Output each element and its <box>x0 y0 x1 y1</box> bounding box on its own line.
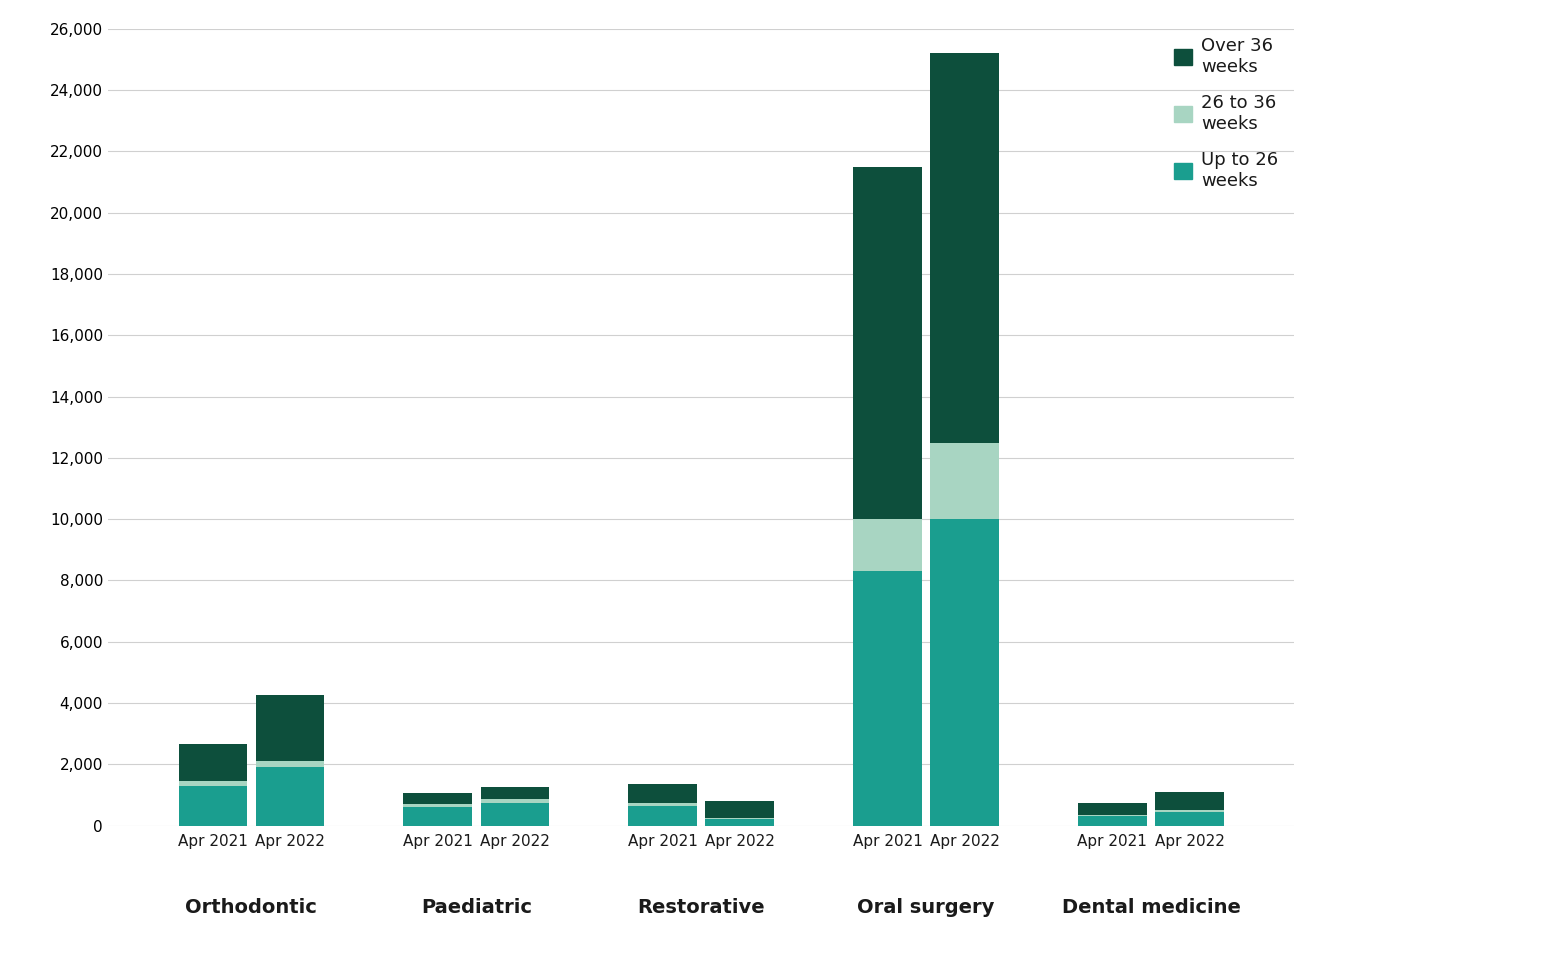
Bar <box>1156 812 1224 826</box>
Bar <box>179 781 247 785</box>
Bar <box>481 803 549 826</box>
Bar <box>1079 815 1147 816</box>
Text: Paediatric: Paediatric <box>421 898 532 917</box>
Bar <box>629 784 697 803</box>
Bar <box>481 799 549 803</box>
Text: Dental medicine: Dental medicine <box>1062 898 1241 917</box>
Bar <box>1079 803 1147 815</box>
Bar <box>854 519 922 571</box>
Bar <box>706 818 774 820</box>
Bar <box>179 744 247 781</box>
Bar <box>1156 792 1224 810</box>
Bar <box>256 761 324 767</box>
Bar <box>1079 816 1147 826</box>
Text: Oral surgery: Oral surgery <box>857 898 995 917</box>
Bar <box>1156 810 1224 812</box>
Bar <box>629 803 697 805</box>
Bar <box>931 54 999 443</box>
Bar <box>931 519 999 826</box>
Bar <box>404 804 472 807</box>
Bar <box>179 785 247 826</box>
Bar <box>256 767 324 826</box>
Bar <box>404 807 472 826</box>
Bar <box>481 787 549 799</box>
Text: Restorative: Restorative <box>638 898 764 917</box>
Bar <box>854 571 922 826</box>
Bar <box>931 443 999 519</box>
Text: Orthodontic: Orthodontic <box>185 898 317 917</box>
Legend: Over 36
weeks, 26 to 36
weeks, Up to 26
weeks: Over 36 weeks, 26 to 36 weeks, Up to 26 … <box>1167 30 1285 197</box>
Bar <box>706 801 774 818</box>
Bar <box>256 695 324 761</box>
Bar <box>706 820 774 826</box>
Bar <box>629 805 697 826</box>
Bar <box>404 793 472 804</box>
Bar <box>854 167 922 519</box>
